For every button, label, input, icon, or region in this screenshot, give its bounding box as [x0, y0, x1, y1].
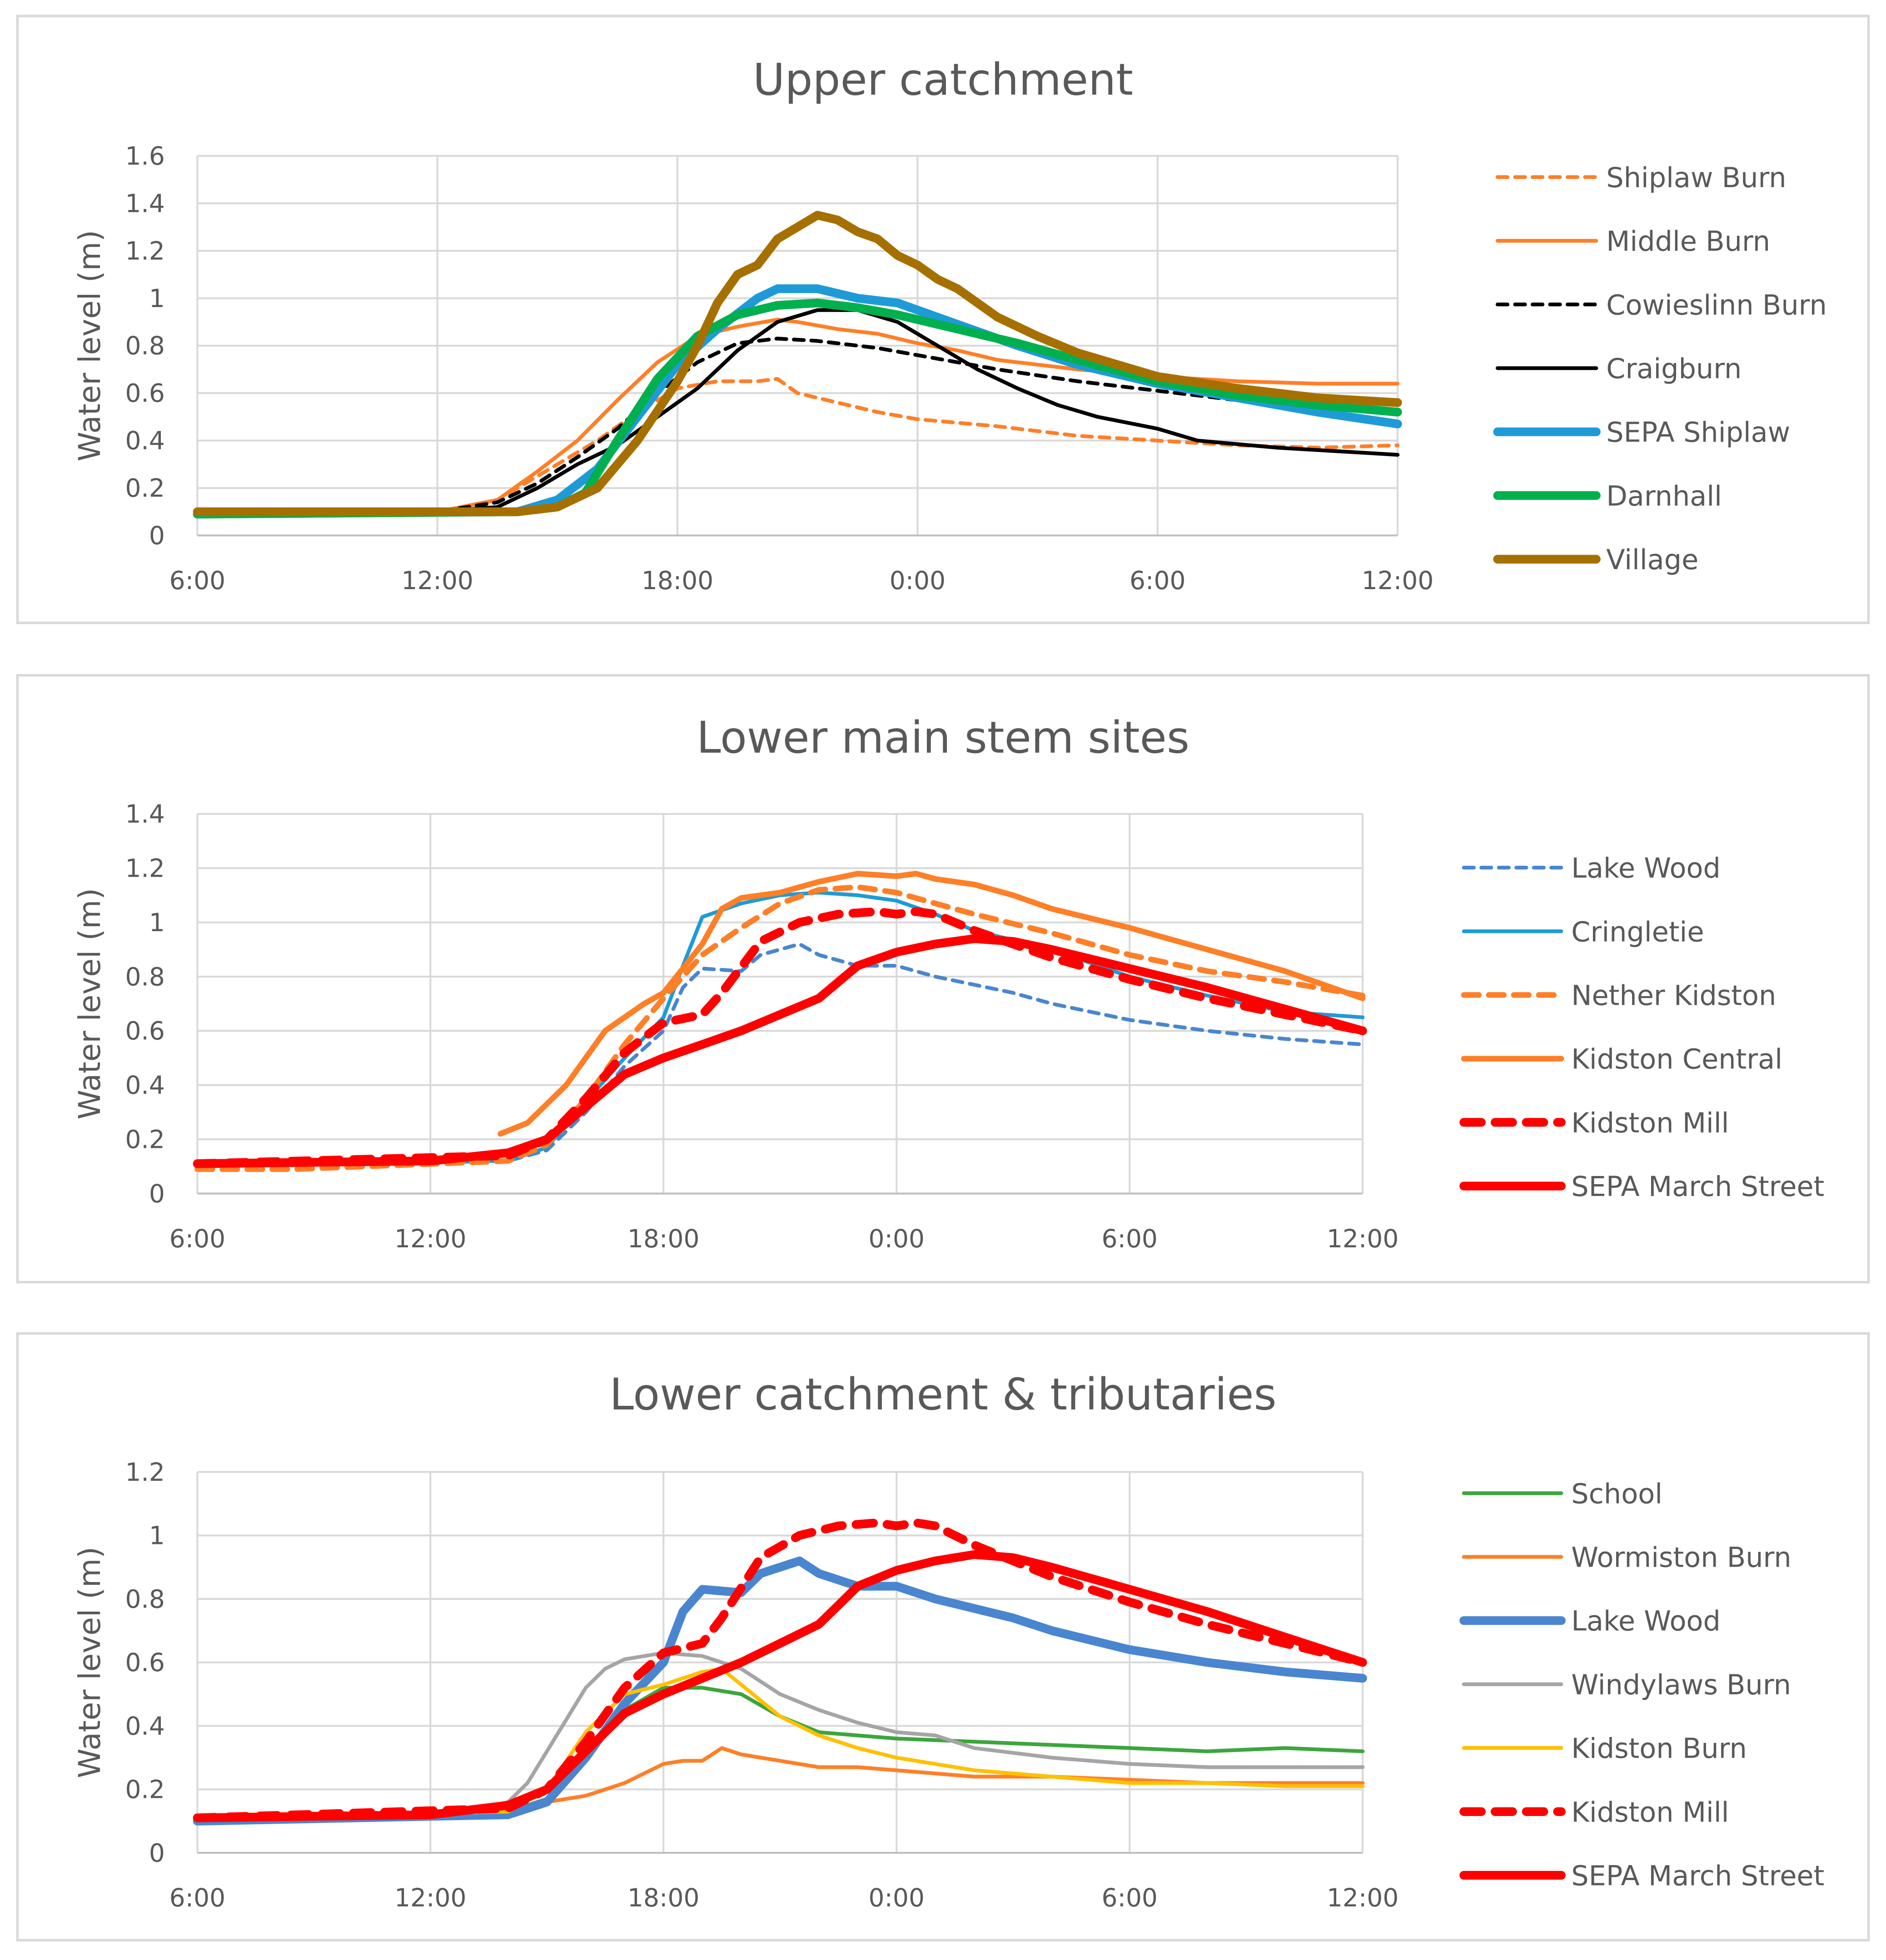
y-tick-label: 0	[149, 1838, 165, 1867]
series-line-windylaws-burn	[195, 1651, 1365, 1820]
series-line-kidston-central	[498, 871, 1366, 1137]
y-tick-label: 1.4	[125, 189, 164, 218]
legend-label-windylaws-burn: Windylaws Burn	[1571, 1669, 1791, 1701]
series-line-cowieslinn-burn	[195, 337, 1400, 514]
x-tick-label: 18:00	[627, 1883, 699, 1912]
y-tick-label: 0.2	[125, 1775, 164, 1804]
x-tick-label: 12:00	[401, 566, 473, 595]
y-tick-label: 1	[149, 908, 165, 937]
chart-title: Lower catchment & tributaries	[609, 1369, 1276, 1420]
y-tick-label: 0.2	[125, 1125, 164, 1154]
y-tick-label: 0.8	[125, 331, 164, 360]
x-tick-label: 12:00	[394, 1883, 466, 1912]
chart-upper-catchment: Upper catchment 0 0.2 0.4 0.6 0.8 1 1.2 1.4 1.6 6…	[16, 15, 1870, 625]
legend-label-sepa-march-street: SEPA March Street	[1571, 1171, 1824, 1203]
legend-label-kidston-mill: Kidston Mill	[1571, 1107, 1729, 1139]
legend-label-kidston-burn: Kidston Burn	[1571, 1733, 1747, 1765]
y-tick-label: 1.6	[125, 141, 164, 170]
y-tick-label: 1.4	[125, 799, 164, 829]
legend-label-nether-kidston: Nether Kidston	[1571, 980, 1776, 1012]
chart-frame	[16, 1332, 1870, 1942]
y-tick-label: 0.6	[125, 1648, 164, 1677]
series-line-darnhall	[193, 298, 1402, 519]
legend-label-sepa-shiplaw: SEPA Shiplaw	[1606, 417, 1790, 449]
y-tick-label: 1.2	[125, 236, 164, 265]
legend-label-middle-burn: Middle Burn	[1606, 226, 1770, 258]
legend-label-cringletie: Cringletie	[1571, 916, 1704, 948]
y-tick-label: 1	[149, 284, 165, 313]
series-line-sepa-march-street	[193, 934, 1367, 1168]
y-tick-label: 0.8	[125, 962, 164, 991]
x-tick-label: 12:00	[394, 1224, 466, 1253]
y-tick-label: 0.4	[125, 426, 164, 455]
legend-label-sepa-march-street: SEPA March Street	[1571, 1861, 1824, 1892]
x-tick-label: 6:00	[169, 1883, 225, 1912]
series-line-sepa-march-street	[193, 1550, 1367, 1822]
legend-label-cowieslinn-burn: Cowieslinn Burn	[1606, 289, 1827, 321]
y-axis-label: Water level (m)	[72, 888, 107, 1120]
x-tick-label: 18:00	[627, 1224, 699, 1253]
series-line-kidston-mill	[193, 1518, 1367, 1822]
x-tick-label: 0:00	[869, 1224, 925, 1253]
y-tick-label: 1.2	[125, 1458, 164, 1487]
legend-label-kidston-mill: Kidston Mill	[1571, 1796, 1729, 1828]
y-tick-label: 0.4	[125, 1071, 164, 1100]
y-tick-label: 0	[149, 1179, 165, 1208]
legend-label-school: School	[1571, 1478, 1662, 1510]
x-tick-label: 0:00	[869, 1883, 925, 1912]
legend-label-shiplaw-burn: Shiplaw Burn	[1606, 162, 1786, 194]
series-line-kidston-mill	[193, 907, 1367, 1168]
x-tick-label: 6:00	[1101, 1224, 1157, 1253]
legend-label-lake-wood: Lake Wood	[1571, 1606, 1721, 1637]
legend-label-darnhall: Darnhall	[1606, 481, 1722, 512]
chart-title: Lower main stem sites	[697, 712, 1189, 763]
legend-label-wormiston-burn: Wormiston Burn	[1571, 1542, 1791, 1574]
x-tick-label: 0:00	[890, 566, 945, 595]
y-tick-label: 0.6	[125, 1017, 164, 1046]
chart-title: Upper catchment	[753, 54, 1133, 105]
x-tick-label: 12:00	[1327, 1883, 1398, 1912]
legend-label-lake-wood: Lake Wood	[1571, 853, 1721, 884]
x-tick-label: 6:00	[1130, 566, 1185, 595]
y-tick-label: 1	[149, 1521, 165, 1550]
x-tick-label: 12:00	[1362, 566, 1433, 595]
y-tick-label: 0.8	[125, 1584, 164, 1613]
y-tick-label: 1.2	[125, 854, 164, 883]
series-line-wormiston-burn	[195, 1746, 1365, 1820]
x-tick-label: 12:00	[1327, 1224, 1398, 1253]
series-line-shiplaw-burn	[195, 377, 1400, 514]
legend-label-village: Village	[1606, 544, 1698, 576]
chart-lower-catchment-tributaries: Lower catchment & tributaries 0 0.2 0.4 0.6…	[16, 1332, 1870, 1942]
y-tick-label: 0.4	[125, 1712, 164, 1741]
y-tick-label: 0.2	[125, 474, 164, 503]
x-tick-label: 6:00	[169, 1224, 225, 1253]
y-tick-label: 0.6	[125, 379, 164, 408]
x-tick-label: 6:00	[169, 566, 225, 595]
series-line-kidston-burn	[195, 1667, 1365, 1820]
legend-label-craigburn: Craigburn	[1606, 353, 1742, 385]
y-axis-label: Water level (m)	[72, 1547, 107, 1778]
legend-label-kidston-central: Kidston Central	[1571, 1044, 1782, 1076]
x-tick-label: 18:00	[642, 566, 713, 595]
chart-lower-main-stem: Lower main stem sites 0 0.2 0.4 0.6 0.8 1 1.2 1…	[16, 674, 1870, 1284]
y-axis-label: Water level (m)	[72, 230, 107, 461]
series-line-village	[193, 211, 1402, 516]
x-tick-label: 6:00	[1101, 1883, 1157, 1912]
y-tick-label: 0	[149, 521, 165, 550]
